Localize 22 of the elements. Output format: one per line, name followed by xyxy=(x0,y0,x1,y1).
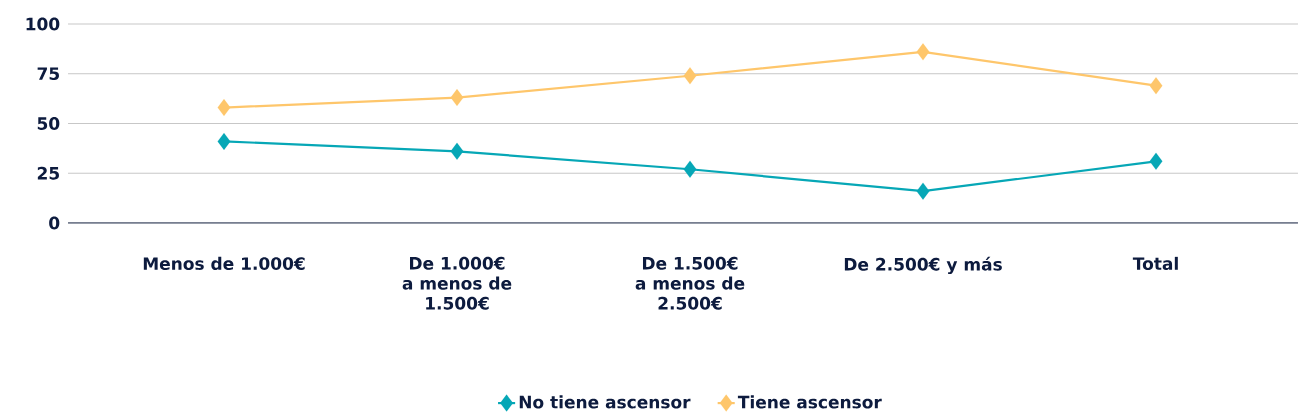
y-tick-label: 25 xyxy=(37,166,59,180)
point xyxy=(1149,77,1163,95)
x-tick-label: De 1.500€ a menos de 2.500€ xyxy=(635,256,745,310)
legend-label: No tiene ascensor xyxy=(519,395,691,409)
point xyxy=(217,132,231,150)
point xyxy=(1149,152,1163,170)
y-tick-label: 75 xyxy=(37,67,59,81)
point xyxy=(683,160,697,178)
x-tick-label: De 2.500€ y más xyxy=(844,256,1002,275)
x-tick-label: De 1.000€ a menos de 1.500€ xyxy=(402,256,512,310)
point xyxy=(450,89,464,107)
x-tick-label: Total xyxy=(1132,256,1178,271)
y-tick-label: 50 xyxy=(37,117,60,130)
x-tick-label: Menos de 1.000€ xyxy=(143,256,305,271)
point xyxy=(217,99,231,117)
point xyxy=(916,43,930,61)
point xyxy=(683,67,697,85)
y-tick-label: 0 xyxy=(49,216,60,230)
point xyxy=(450,142,464,160)
legend-label: Tiene ascensor xyxy=(737,395,882,409)
point xyxy=(916,182,930,200)
y-tick-label: 100 xyxy=(26,17,60,31)
